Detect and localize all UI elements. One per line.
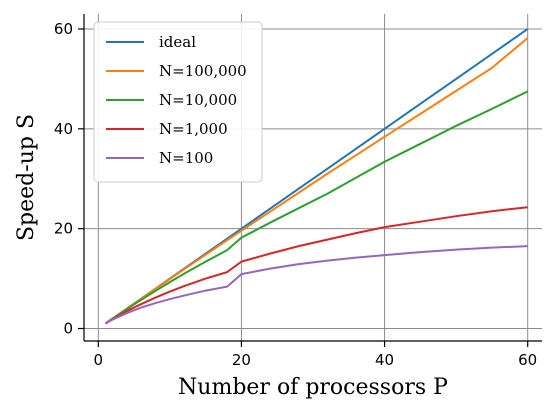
y-tick-label-0: 0 [63,320,73,338]
y-tick-label-20: 20 [54,220,73,238]
legend-label-4: N=100 [159,149,213,167]
x-tick-label-60: 60 [518,351,537,369]
y-tick-label-60: 60 [54,20,73,38]
legend-label-1: N=100,000 [159,62,247,80]
y-axis-label: Speed-up S [14,114,39,241]
series-line-3 [104,206,528,325]
axes [78,14,542,347]
legend-box [93,21,263,183]
legend-label-3: N=1,000 [159,120,228,138]
legend-label-0: ideal [159,33,196,51]
x-tick-label-20: 20 [232,351,251,369]
series-line-4 [104,245,528,325]
legend: ideal N=100,000 N=10,000 N=1,000 N=100 [93,21,263,183]
tick-labels: 0 20 40 60 0 20 40 60 [54,20,537,369]
x-axis-label: Number of processors P [178,375,448,400]
series-line-2 [104,90,529,325]
y-tick-label-40: 40 [54,120,73,138]
legend-label-2: N=10,000 [159,91,237,109]
series-lines [104,28,529,325]
x-tick-label-0: 0 [94,351,104,369]
x-tick-label-40: 40 [375,351,394,369]
